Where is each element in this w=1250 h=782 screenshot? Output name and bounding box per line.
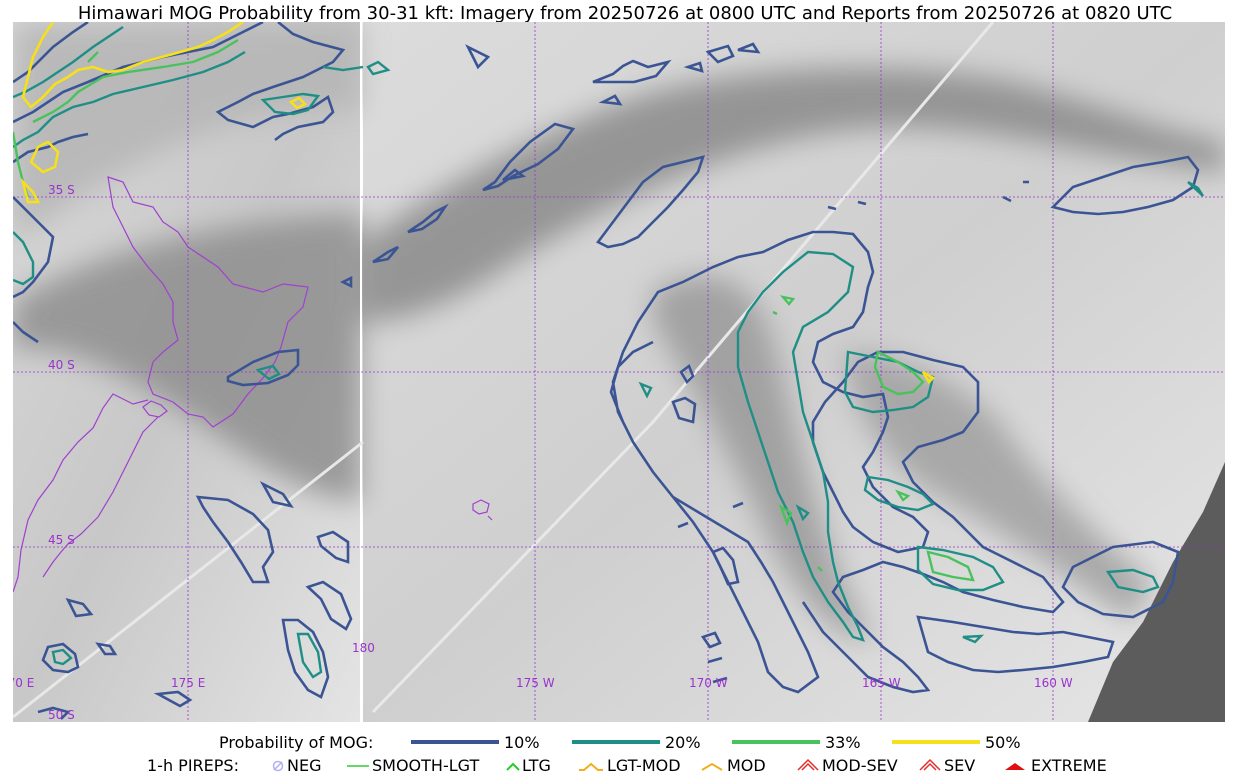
pirep-label-ltg: LTG	[522, 756, 551, 775]
contours-33pct	[13, 38, 975, 582]
lat-label-50: 50 S	[48, 708, 75, 722]
lon-label-175e: 175 E	[171, 676, 205, 690]
pirep-legend: 1-h PIREPS: NEG SMOOTH-LGT LTG LGT-MOD M…	[0, 754, 1250, 776]
lon-label-180: 180	[352, 641, 375, 655]
double-caret-icon	[919, 758, 941, 771]
pirep-legend-title: 1-h PIREPS:	[147, 756, 239, 775]
pirep-label-mod: MOD	[727, 756, 766, 775]
satellite-map: 35 S 40 S 45 S 50 S 170 E 175 E 180 175 …	[13, 22, 1225, 722]
lon-label-175w: 175 W	[516, 676, 555, 690]
pirep-label-mod-sev: MOD-SEV	[822, 756, 898, 775]
pirep-label-smooth-lgt: SMOOTH-LGT	[372, 756, 480, 775]
swatch-50pct	[892, 740, 980, 744]
map-title: Himawari MOG Probability from 30-31 kft:…	[77, 3, 1173, 24]
lon-label-165w: 165 W	[862, 676, 901, 690]
pirep-label-extreme: EXTREME	[1031, 756, 1107, 775]
probability-legend: Probability of MOG: 10% 20% 33% 50%	[0, 731, 1250, 753]
lon-label-170w: 170 W	[689, 676, 728, 690]
caret-icon	[506, 762, 520, 771]
new-zealand-coastline	[13, 176, 493, 593]
lat-lon-grid	[13, 22, 1225, 722]
lat-label-35: 35 S	[48, 183, 75, 197]
legend-label-20pct: 20%	[665, 733, 701, 752]
no-data-area	[1088, 462, 1225, 722]
contours-20pct	[13, 26, 1205, 679]
legend-label-33pct: 33%	[825, 733, 861, 752]
legend-label-50pct: 50%	[985, 733, 1021, 752]
swatch-10pct	[411, 740, 499, 744]
swatch-20pct	[572, 740, 660, 744]
swatch-33pct	[732, 740, 820, 744]
pirep-label-sev: SEV	[944, 756, 976, 775]
legend-label-10pct: 10%	[504, 733, 540, 752]
double-caret-icon	[797, 758, 819, 771]
contours-10pct	[13, 22, 1200, 720]
lat-label-45: 45 S	[48, 533, 75, 547]
lat-label-40: 40 S	[48, 358, 75, 372]
filled-caret-icon	[1005, 763, 1025, 770]
caret-icon	[701, 762, 723, 771]
pirep-label-neg: NEG	[287, 756, 322, 775]
lon-label-170e: 170 E	[13, 676, 34, 690]
neg-circle-icon	[272, 760, 284, 772]
lon-label-160w: 160 W	[1034, 676, 1073, 690]
pirep-label-lgt-mod: LGT-MOD	[607, 756, 681, 775]
contours-50pct	[20, 22, 936, 385]
caret-bar-icon	[579, 762, 603, 771]
line-icon	[347, 765, 369, 767]
probability-legend-title: Probability of MOG:	[219, 733, 374, 752]
